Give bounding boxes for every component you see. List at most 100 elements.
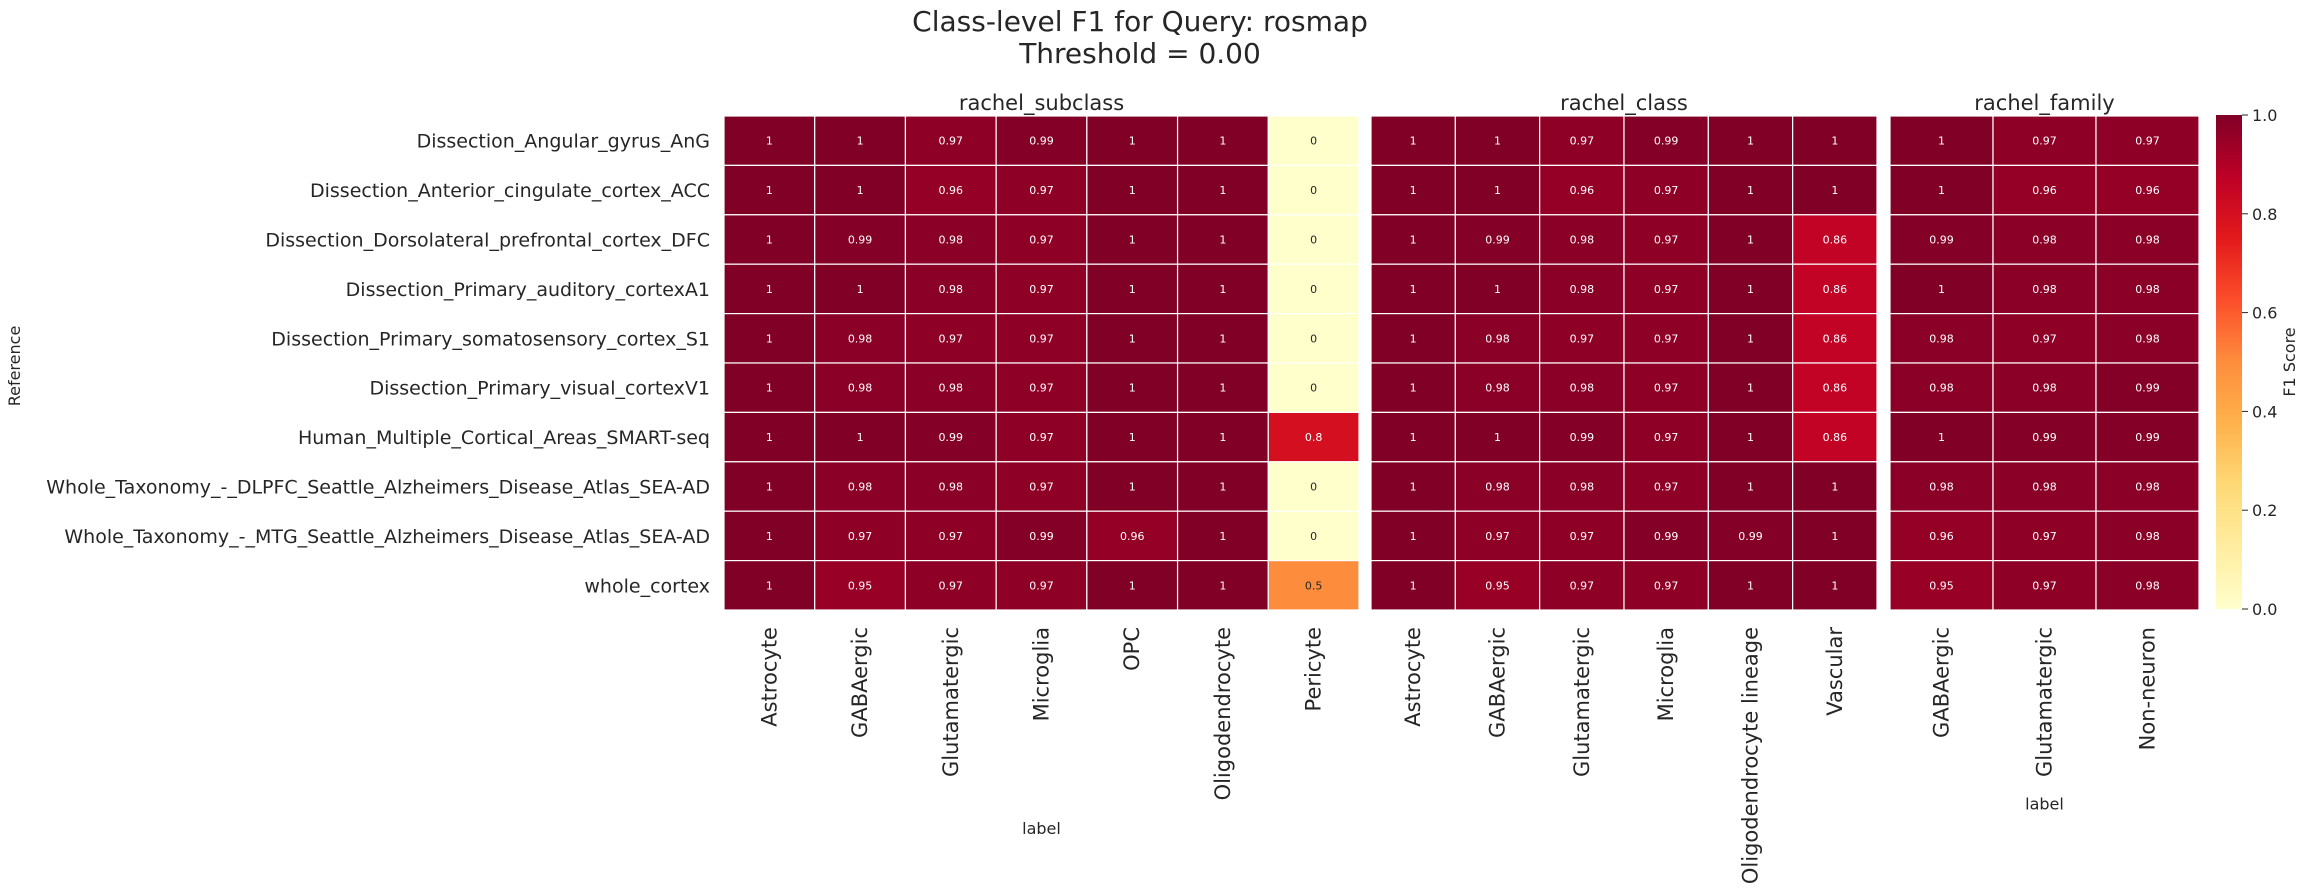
- cell-value-label: 1: [1831, 481, 1838, 494]
- heatmap-cell: [2095, 411, 2200, 463]
- heatmap-cell: [2095, 362, 2200, 414]
- heatmap-cell: [1792, 411, 1878, 463]
- row-label: Dissection_Primary_visual_cortexV1: [369, 378, 710, 400]
- cell-value-label: 0.97: [1029, 382, 1054, 395]
- cell-value-label: 1: [1219, 283, 1226, 296]
- heatmap-panels: Dissection_Angular_gyrus_AnG Dissection_A…: [46, 91, 2200, 884]
- cell-value-label: 0.97: [2135, 135, 2160, 148]
- cell-value-label: 0.98: [939, 382, 964, 395]
- cell-value-label: 0.98: [2135, 332, 2160, 345]
- cell-value-label: 0.97: [1570, 135, 1595, 148]
- cell-value-label: 1: [766, 184, 773, 197]
- cell-value-label: 1: [766, 579, 773, 592]
- cell-value-label: 0.97: [939, 332, 964, 345]
- cell-value-label: 0: [1310, 481, 1317, 494]
- column-label: GABAergic: [1486, 627, 1510, 738]
- heatmap-cell: [723, 559, 816, 611]
- heatmap-cell: [904, 313, 997, 364]
- cell-value-label: 1: [1831, 184, 1838, 197]
- heatmap-cell: [1370, 263, 1456, 315]
- heatmap-cell: [1539, 164, 1625, 216]
- cell-value-label: 1: [1410, 283, 1417, 296]
- heatmap-cell: [1267, 411, 1360, 463]
- cell-value-label: 0.96: [939, 184, 964, 197]
- cell-value-label: 0.86: [1823, 431, 1848, 444]
- heatmap-cell: [995, 461, 1088, 512]
- cell-value-label: 0.97: [2032, 332, 2057, 345]
- heatmap-panel: rachel_class 1 1 0.97 0.99 1 1 1 1 0.96 0.97 1 1 1 0.9…: [1370, 91, 1878, 884]
- heatmap-cell: [904, 214, 997, 265]
- cell-value-label: 1: [1129, 332, 1136, 345]
- cell-value-label: 1: [1747, 579, 1754, 592]
- cell-value-label: 0: [1310, 382, 1317, 395]
- heatmap-panel: rachel_subclass 1 1 0.97 0.99 1 1 0 1 1 0.96 0.97 1 1…: [723, 91, 1360, 838]
- heatmap-cell: [1889, 461, 1994, 512]
- cell-value-label: 0.96: [2135, 184, 2160, 197]
- cell-value-label: 1: [1747, 431, 1754, 444]
- heatmap-cell: [723, 362, 816, 414]
- cell-value-label: 1: [857, 135, 864, 148]
- row-label: Human_Multiple_Cortical_Areas_SMART-seq: [298, 427, 710, 449]
- cell-value-label: 0.97: [1570, 579, 1595, 592]
- cell-value-label: 0.86: [1823, 332, 1848, 345]
- cell-value-label: 0.98: [2032, 283, 2057, 296]
- cell-value-label: 1: [766, 332, 773, 345]
- cell-value-label: 1: [766, 234, 773, 247]
- heatmap-cell: [1267, 559, 1360, 611]
- cell-value-label: 0.98: [1485, 382, 1510, 395]
- heatmap-cell: [1539, 461, 1625, 512]
- cell-value-label: 1: [1219, 135, 1226, 148]
- heatmap-cell: [1086, 214, 1179, 265]
- cell-value-label: 0.97: [1029, 184, 1054, 197]
- heatmap-cell: [1707, 164, 1794, 216]
- cell-value-label: 0.97: [848, 530, 873, 543]
- heatmap-cell: [1707, 362, 1794, 414]
- cell-value-label: 0.98: [2032, 382, 2057, 395]
- colorbar-tick-label: 1.0: [2252, 106, 2277, 125]
- cell-value-label: 1: [1747, 481, 1754, 494]
- row-label: Whole_Taxonomy_-_MTG_Seattle_Alzheimers_…: [64, 526, 710, 548]
- heatmap-cell: [1454, 164, 1541, 216]
- x-axis-label: label: [2025, 795, 2064, 814]
- heatmap-cell: [1889, 164, 1994, 216]
- cell-value-label: 1: [1747, 135, 1754, 148]
- heatmap-cell: [2095, 263, 2200, 315]
- chart-subtitle: Threshold = 0.00: [1018, 37, 1261, 70]
- cell-value-label: 0.86: [1823, 234, 1848, 247]
- heatmap-cell: [1370, 164, 1456, 216]
- column-label: Glutamatergic: [2033, 627, 2057, 777]
- cell-value-label: 0.5: [1305, 579, 1323, 592]
- cell-value-label: 1: [766, 481, 773, 494]
- cell-value-label: 1: [1129, 382, 1136, 395]
- cell-value-label: 0.97: [2032, 135, 2057, 148]
- cell-value-label: 0: [1310, 283, 1317, 296]
- cell-value-label: 0: [1310, 530, 1317, 543]
- panel-title: rachel_subclass: [959, 91, 1124, 116]
- cell-value-label: 0.96: [1570, 184, 1595, 197]
- heatmap-cell: [1792, 164, 1878, 216]
- heatmap-cell: [1539, 313, 1625, 364]
- column-label: Astrocyte: [757, 627, 781, 727]
- cell-value-label: 1: [1747, 184, 1754, 197]
- column-label: Glutamatergic: [939, 627, 963, 777]
- cell-value-label: 0.95: [1485, 579, 1510, 592]
- heatmap-cell: [2095, 115, 2200, 167]
- cell-value-label: 0.97: [1654, 234, 1679, 247]
- heatmap-cell: [1792, 214, 1878, 265]
- cell-value-label: 0: [1310, 234, 1317, 247]
- cell-value-label: 0.97: [1654, 283, 1679, 296]
- cell-value-label: 0.98: [939, 481, 964, 494]
- heatmap-cell: [1992, 164, 2097, 216]
- heatmap-cell: [904, 164, 997, 216]
- heatmap-cell: [814, 263, 907, 315]
- heatmap-cell: [1707, 559, 1794, 611]
- heatmap-cell: [1792, 461, 1878, 512]
- column-label: Oligodendrocyte: [1211, 627, 1235, 800]
- heatmap-cell: [1267, 164, 1360, 216]
- cell-value-label: 1: [1831, 135, 1838, 148]
- cell-value-label: 0.8: [1305, 431, 1323, 444]
- cell-value-label: 1: [1938, 135, 1945, 148]
- cell-value-label: 0.98: [1570, 283, 1595, 296]
- heatmap-cell: [1992, 115, 2097, 167]
